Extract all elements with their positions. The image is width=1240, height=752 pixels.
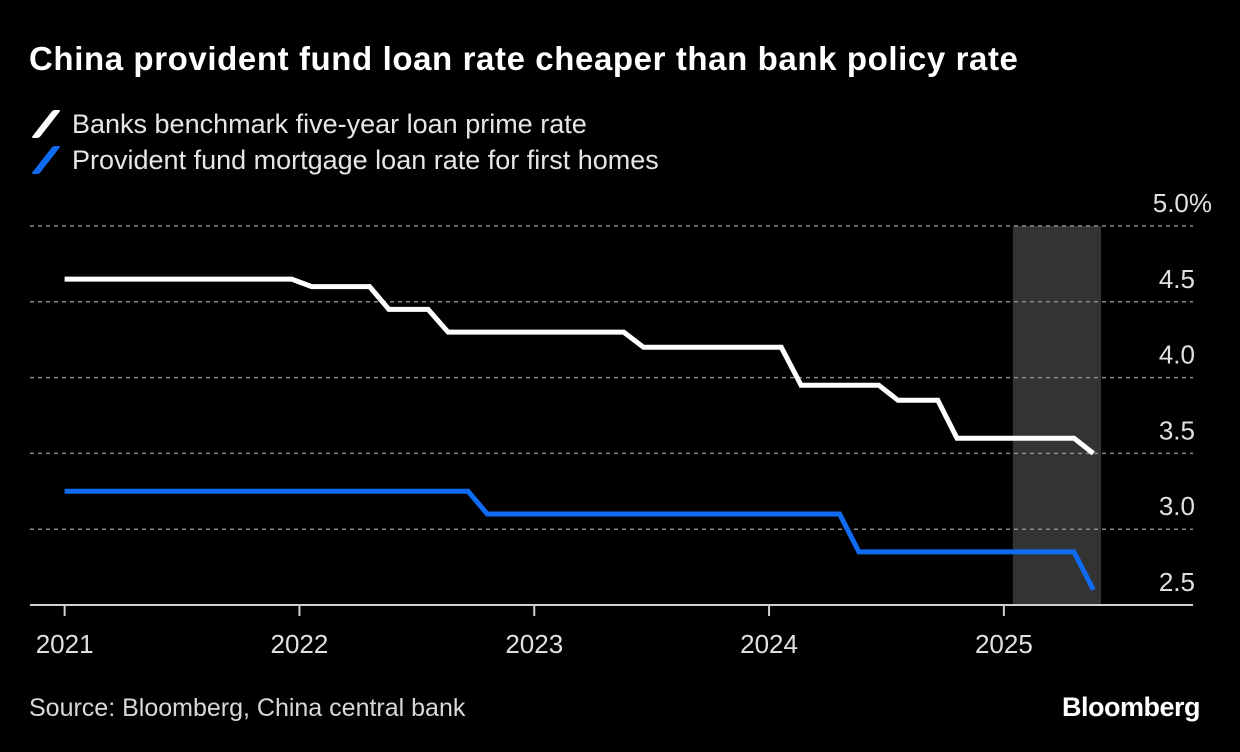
y-tick-label: 4.0 [1159, 340, 1195, 370]
x-tick-label: 2023 [505, 629, 563, 659]
source-note: Source: Bloomberg, China central bank [29, 694, 466, 722]
legend: Banks benchmark five-year loan prime rat… [30, 106, 659, 178]
series-line-lpr [64, 276, 1095, 456]
legend-label-lpr: Banks benchmark five-year loan prime rat… [72, 108, 587, 139]
x-tick-label: 2025 [975, 629, 1033, 659]
x-tick-label: 2022 [271, 629, 329, 659]
shaded-period [1012, 226, 1102, 605]
y-tick-label: 4.5 [1159, 264, 1195, 294]
legend-item-lpr: Banks benchmark five-year loan prime rat… [30, 106, 659, 142]
y-tick-label: 3.0 [1159, 491, 1195, 521]
legend-label-provident: Provident fund mortgage loan rate for fi… [72, 144, 659, 175]
y-tick-label: 3.5 [1159, 415, 1195, 445]
bloomberg-logo: Bloomberg [1061, 692, 1201, 722]
legend-item-provident: Provident fund mortgage loan rate for fi… [30, 142, 659, 178]
x-tick-label: 2021 [36, 629, 94, 659]
y-tick-label: 5.0% [1153, 188, 1212, 218]
series-line-provident [64, 488, 1096, 591]
x-tick-label: 2024 [740, 629, 798, 659]
y-tick-label: 2.5 [1159, 567, 1195, 597]
chart-title: China provident fund loan rate cheaper t… [29, 40, 1019, 77]
